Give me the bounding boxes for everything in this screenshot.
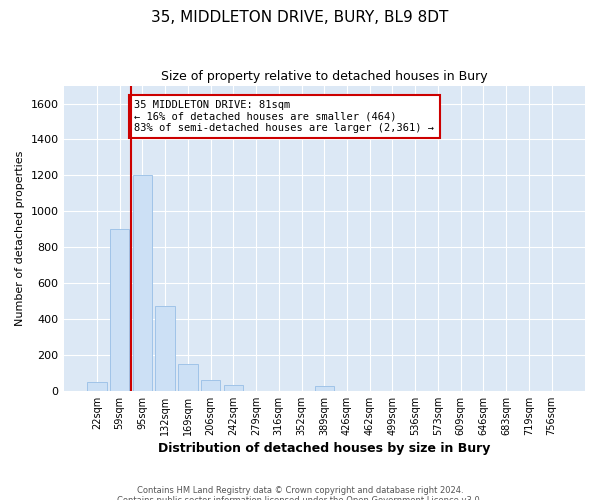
X-axis label: Distribution of detached houses by size in Bury: Distribution of detached houses by size … (158, 442, 490, 455)
Text: Contains HM Land Registry data © Crown copyright and database right 2024.: Contains HM Land Registry data © Crown c… (137, 486, 463, 495)
Text: Contains public sector information licensed under the Open Government Licence v3: Contains public sector information licen… (118, 496, 482, 500)
Bar (110, 229, 130, 391)
Bar (155, 306, 175, 391)
Bar (224, 386, 243, 391)
Bar (87, 382, 107, 391)
Y-axis label: Number of detached properties: Number of detached properties (15, 150, 25, 326)
Bar (178, 364, 197, 391)
Title: Size of property relative to detached houses in Bury: Size of property relative to detached ho… (161, 70, 488, 83)
Bar (133, 176, 152, 391)
Text: 35 MIDDLETON DRIVE: 81sqm
← 16% of detached houses are smaller (464)
83% of semi: 35 MIDDLETON DRIVE: 81sqm ← 16% of detac… (134, 100, 434, 133)
Bar (201, 380, 220, 391)
Bar (314, 386, 334, 391)
Text: 35, MIDDLETON DRIVE, BURY, BL9 8DT: 35, MIDDLETON DRIVE, BURY, BL9 8DT (151, 10, 449, 25)
